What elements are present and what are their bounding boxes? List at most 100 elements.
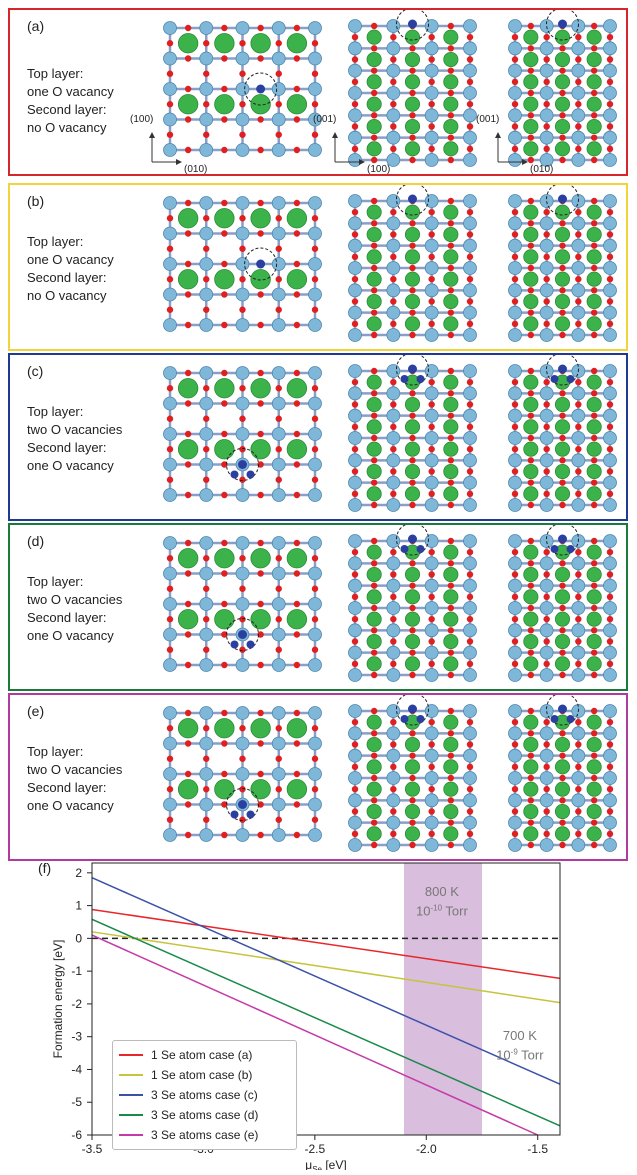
oxygen-atom bbox=[559, 331, 566, 339]
metal-atom bbox=[348, 601, 362, 615]
green-atom bbox=[177, 33, 199, 54]
oxygen-atom bbox=[543, 490, 550, 498]
green-atom bbox=[250, 439, 271, 460]
oxygen-atom bbox=[447, 582, 455, 589]
oxygen-atom bbox=[370, 730, 378, 737]
oxygen-atom bbox=[511, 615, 519, 623]
oxygen-atom bbox=[428, 785, 435, 793]
oxygen-atom bbox=[203, 276, 210, 283]
metal-atom bbox=[163, 427, 177, 441]
description-line: Second layer: bbox=[27, 440, 107, 455]
green-atom bbox=[286, 378, 308, 399]
oxygen-atom bbox=[606, 830, 614, 838]
oxygen-atom bbox=[257, 461, 264, 468]
description-line: Second layer: bbox=[27, 610, 107, 625]
oxygen-atom bbox=[590, 287, 598, 294]
oxygen-atom bbox=[239, 385, 246, 392]
oxygen-atom bbox=[390, 100, 397, 108]
green-atom bbox=[286, 609, 308, 630]
metal-atom bbox=[308, 706, 322, 720]
metal-atom bbox=[235, 257, 250, 271]
oxygen-atom bbox=[606, 231, 614, 238]
oxygen-atom bbox=[527, 220, 535, 227]
oxygen-atom bbox=[203, 585, 210, 592]
oxygen-atom bbox=[606, 320, 614, 328]
oxygen-atom bbox=[559, 156, 566, 164]
vacancy-marker bbox=[546, 355, 579, 386]
metal-atom bbox=[508, 41, 522, 56]
metal-atom bbox=[271, 706, 286, 720]
metal-atom bbox=[508, 771, 522, 785]
metal-atom bbox=[508, 704, 522, 718]
oxygen-atom bbox=[575, 123, 582, 130]
oxygen-atom bbox=[239, 306, 246, 313]
se-atom bbox=[238, 630, 247, 639]
oxygen-atom bbox=[559, 134, 566, 141]
oxygen-atom bbox=[184, 770, 192, 778]
metal-atom bbox=[386, 815, 401, 830]
oxygen-atom bbox=[511, 78, 519, 86]
metal-atom bbox=[571, 153, 586, 167]
metal-atom bbox=[386, 431, 401, 445]
metal-atom bbox=[603, 364, 617, 378]
se-atom bbox=[558, 534, 567, 544]
oxygen-atom bbox=[527, 479, 535, 486]
chart-annotation: 10-10 Torr bbox=[416, 903, 468, 918]
se-atom bbox=[408, 534, 417, 544]
oxygen-atom bbox=[559, 730, 566, 737]
green-atom bbox=[366, 656, 382, 672]
oxygen-atom bbox=[527, 501, 535, 509]
oxygen-atom bbox=[559, 457, 566, 464]
oxygen-atom bbox=[370, 434, 378, 442]
oxygen-atom bbox=[351, 56, 359, 63]
se-atom bbox=[408, 704, 417, 714]
oxygen-atom bbox=[311, 816, 319, 823]
metal-atom bbox=[199, 597, 214, 611]
oxygen-atom bbox=[409, 841, 416, 849]
oxygen-atom bbox=[390, 78, 397, 86]
metal-atom bbox=[348, 475, 362, 490]
oxygen-atom bbox=[311, 276, 319, 283]
metal-atom bbox=[386, 261, 401, 275]
oxygen-atom bbox=[466, 763, 474, 771]
oxygen-atom bbox=[221, 369, 228, 377]
vacancy-marker bbox=[244, 247, 278, 281]
oxygen-atom bbox=[428, 275, 435, 283]
oxygen-atom bbox=[466, 660, 474, 668]
green-atom bbox=[443, 826, 459, 842]
oxygen-atom bbox=[257, 321, 264, 329]
oxygen-atom bbox=[447, 627, 455, 634]
green-atom bbox=[443, 226, 459, 243]
oxygen-atom bbox=[447, 671, 455, 679]
green-atom bbox=[554, 51, 571, 68]
green-atom bbox=[443, 566, 459, 583]
oxygen-atom bbox=[221, 539, 228, 547]
oxygen-atom bbox=[311, 215, 319, 222]
green-atom bbox=[250, 609, 271, 630]
oxygen-atom bbox=[370, 671, 378, 679]
oxygen-atom bbox=[447, 156, 455, 164]
green-atom bbox=[366, 74, 382, 90]
oxygen-atom bbox=[606, 33, 614, 41]
legend-swatch bbox=[119, 1114, 143, 1116]
oxygen-atom bbox=[527, 309, 535, 316]
metal-atom bbox=[539, 838, 554, 852]
green-atom bbox=[366, 118, 382, 135]
legend-entry: 3 Se atoms case (c) bbox=[119, 1085, 290, 1105]
metal-atom bbox=[603, 408, 617, 423]
green-atom bbox=[443, 714, 459, 730]
green-atom bbox=[523, 633, 539, 650]
metal-atom bbox=[348, 771, 362, 785]
metal-atom bbox=[386, 194, 401, 208]
green-atom bbox=[404, 396, 421, 413]
metal-atom bbox=[348, 19, 362, 33]
green-atom bbox=[214, 269, 235, 290]
oxygen-atom bbox=[590, 242, 598, 249]
oxygen-atom bbox=[221, 199, 228, 207]
metal-atom bbox=[463, 815, 477, 830]
green-atom bbox=[443, 544, 459, 560]
green-atom bbox=[523, 611, 539, 627]
oxygen-atom bbox=[184, 740, 192, 747]
oxygen-atom bbox=[166, 646, 174, 653]
metal-atom bbox=[308, 82, 322, 96]
